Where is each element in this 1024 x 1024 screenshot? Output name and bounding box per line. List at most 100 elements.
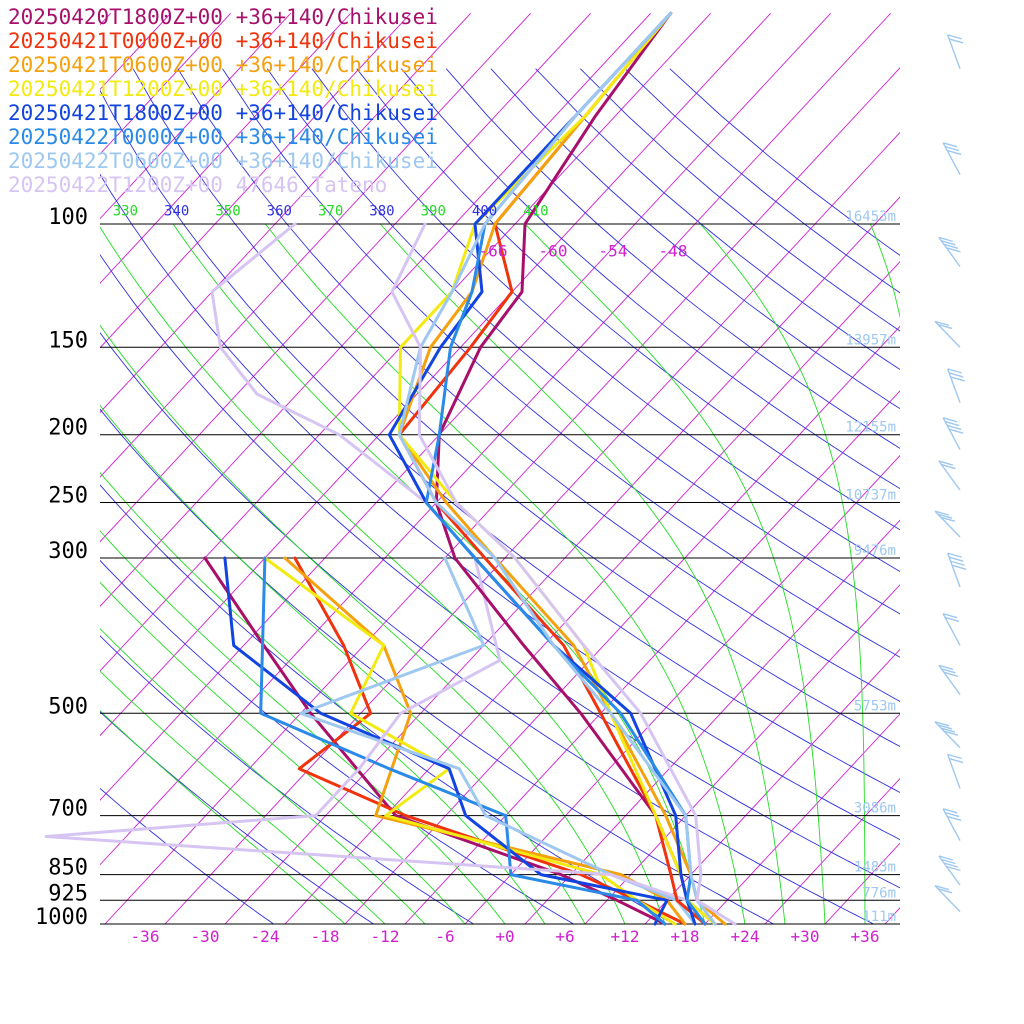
isotherm-line: [764, 777, 900, 924]
pressure-tick-label: 500: [48, 694, 88, 719]
wind-barb: [942, 612, 961, 646]
pressure-tick-label: 700: [48, 797, 88, 822]
wind-barb: [947, 552, 967, 588]
wind-barb: [934, 721, 961, 749]
wind-barb: [934, 885, 961, 913]
wind-barb: [947, 368, 965, 403]
dewpoint-profile: [293, 556, 687, 926]
theta-label: 330: [113, 204, 138, 220]
dry-adiabat-line: [222, 68, 900, 658]
isotherm-line: [704, 713, 900, 924]
isotherm-line: [584, 584, 900, 924]
dry-adiabat-line: [266, 68, 900, 615]
temperature-tick-label: +24: [731, 927, 760, 946]
temperature-tick-label: -24: [251, 927, 280, 946]
dry-adiabat-line: [311, 68, 900, 573]
legend-entry: 20250421T0000Z+00 +36+140/Chikusei: [8, 29, 438, 53]
wind-barb: [938, 460, 961, 491]
isotherm-line: [100, 12, 291, 220]
temperature-tick-label: -6: [435, 927, 454, 946]
theta-label: 360: [267, 204, 292, 220]
isotherm-line: [464, 454, 900, 924]
dry-adiabat-line: [100, 331, 874, 924]
pressure-tick-label: 200: [48, 416, 88, 441]
dewpoint-profile: [299, 556, 697, 926]
temperature-tick-label: -12: [371, 927, 400, 946]
temperature-tick-label: +6: [555, 927, 574, 946]
isotherm-line: [100, 12, 891, 866]
theta-label: 380: [369, 204, 394, 220]
isotherm-line: [644, 648, 900, 924]
dry-adiabat-line: [490, 68, 900, 410]
height-label: 16453m: [845, 209, 896, 225]
isotherm-line: [100, 12, 711, 672]
dry-adiabat-line: [401, 68, 900, 490]
temperature-tick-label: +36: [851, 927, 880, 946]
pressure-tick-label: 925: [48, 881, 88, 906]
moist-adiabat-line: [100, 226, 666, 924]
isotherm-line: [524, 519, 900, 924]
temperature-tick-label: -18: [311, 927, 340, 946]
temperature-profile: [390, 222, 737, 926]
pressure-tick-label: 850: [48, 856, 88, 881]
isotherm-line: [824, 842, 900, 924]
dry-adiabat-line: [100, 173, 900, 841]
height-label: 1483m: [854, 860, 896, 876]
temperature-tick-label: +18: [671, 927, 700, 946]
isotherm-label: -66: [479, 241, 508, 260]
isotherm-label: -60: [539, 241, 568, 260]
theta-label: 410: [523, 204, 548, 220]
wind-barb: [942, 142, 962, 175]
theta-label: 340: [164, 204, 189, 220]
dry-adiabat-line: [100, 711, 374, 924]
moist-adiabat-line: [379, 223, 786, 924]
dewpoint-profile: [44, 222, 717, 926]
isotherm-line: [100, 12, 531, 478]
legend-entry: 20250421T1200Z+00 +36+140/Chikusei: [8, 77, 438, 101]
isotherm-line: [100, 12, 351, 284]
legend-entry: 20250421T1800Z+00 +36+140/Chikusei: [8, 101, 438, 125]
isotherm-line: [100, 12, 411, 349]
pressure-tick-label: 300: [48, 539, 88, 564]
dry-adiabat-line: [100, 89, 900, 793]
wind-barb: [934, 320, 961, 348]
isotherm-line: [1005, 13, 1024, 924]
legend-entry: 20250422T1200Z+00 47646_Tateno: [8, 173, 387, 197]
theta-label: 350: [215, 204, 240, 220]
isotherm-line: [404, 390, 900, 924]
isotherm-line: [100, 12, 771, 737]
dry-adiabat-line: [177, 68, 900, 702]
isotherm-line: [100, 12, 651, 607]
dry-adiabat-line: [100, 559, 574, 924]
theta-label: 390: [421, 204, 446, 220]
temperature-tick-label: +12: [611, 927, 640, 946]
isotherm-label: -54: [599, 241, 628, 260]
wind-barbs: [934, 34, 967, 913]
isotherm-line: [344, 325, 900, 924]
wind-barb: [947, 34, 964, 69]
theta-label: 400: [472, 204, 497, 220]
temperature-tick-label: -30: [191, 927, 220, 946]
height-label: 9476m: [854, 543, 896, 559]
height-label: 10737m: [845, 488, 896, 504]
legend-entry: 20250421T0600Z+00 +36+140/Chikusei: [8, 53, 438, 77]
wind-barb: [942, 417, 964, 450]
sounding-profiles: [44, 11, 737, 926]
dewpoint-profile: [223, 556, 669, 926]
pressure-tick-label: 150: [48, 328, 88, 353]
legend-entry: 20250422T0000Z+00 +36+140/Chikusei: [8, 125, 438, 149]
height-label: 5753m: [854, 698, 896, 714]
theta-label: 370: [318, 204, 343, 220]
temperature-tick-label: -36: [131, 927, 160, 946]
temperature-tick-label: +0: [495, 927, 514, 946]
axis-labels: 100 16453m 150 13957m 200 12155m 250 10737m 300 9…: [35, 204, 896, 946]
height-label: 3086m: [854, 801, 896, 817]
legend-entry: 20250422T0600Z+00 +36+140/Chikusei: [8, 149, 438, 173]
temperature-tick-label: +30: [791, 927, 820, 946]
height-label: 13957m: [845, 332, 896, 348]
moist-adiabat-line: [100, 324, 626, 924]
moist-adiabat-lines: [100, 223, 900, 924]
dry-adiabat-line: [100, 787, 274, 924]
dry-adiabat-line: [100, 635, 474, 924]
